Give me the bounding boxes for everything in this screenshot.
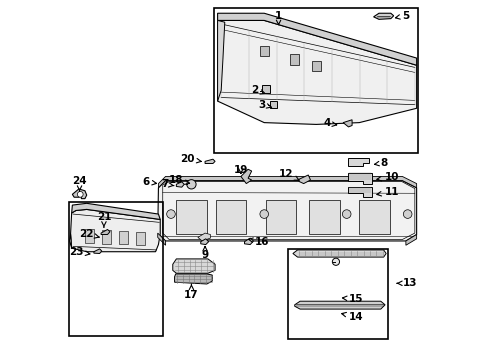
Bar bbox=[269, 101, 276, 108]
Bar bbox=[135, 233, 144, 245]
Bar bbox=[265, 200, 296, 234]
Text: 10: 10 bbox=[376, 172, 398, 182]
Polygon shape bbox=[72, 189, 86, 199]
Text: 9: 9 bbox=[201, 247, 208, 260]
Bar bbox=[359, 200, 389, 234]
Polygon shape bbox=[405, 234, 416, 245]
Polygon shape bbox=[174, 274, 212, 284]
Polygon shape bbox=[101, 229, 110, 234]
Polygon shape bbox=[217, 21, 224, 101]
Polygon shape bbox=[158, 233, 165, 245]
Polygon shape bbox=[204, 159, 215, 163]
Text: 7: 7 bbox=[161, 179, 174, 189]
Circle shape bbox=[342, 210, 350, 219]
Circle shape bbox=[166, 210, 175, 219]
Polygon shape bbox=[292, 250, 386, 257]
Polygon shape bbox=[348, 173, 371, 184]
Polygon shape bbox=[348, 187, 371, 197]
Polygon shape bbox=[72, 203, 160, 220]
Polygon shape bbox=[348, 158, 368, 166]
Text: 20: 20 bbox=[180, 154, 201, 164]
Bar bbox=[215, 200, 246, 234]
Bar bbox=[119, 231, 127, 244]
Circle shape bbox=[403, 210, 411, 219]
Text: 8: 8 bbox=[374, 158, 387, 168]
Bar bbox=[308, 200, 339, 234]
Bar bbox=[260, 45, 268, 56]
Text: 17: 17 bbox=[184, 284, 198, 300]
Text: 4: 4 bbox=[323, 118, 336, 128]
Circle shape bbox=[260, 210, 268, 219]
Bar bbox=[311, 60, 320, 71]
Circle shape bbox=[186, 180, 196, 189]
Text: 3: 3 bbox=[258, 100, 271, 110]
Polygon shape bbox=[201, 239, 208, 244]
Bar bbox=[290, 54, 298, 65]
Text: 6: 6 bbox=[142, 177, 156, 187]
Polygon shape bbox=[298, 175, 310, 184]
Polygon shape bbox=[176, 182, 184, 187]
Text: 24: 24 bbox=[72, 176, 87, 191]
Polygon shape bbox=[244, 238, 253, 244]
Text: 11: 11 bbox=[376, 187, 398, 197]
Bar bbox=[85, 229, 94, 243]
Polygon shape bbox=[70, 210, 160, 252]
Bar bbox=[214, 8, 418, 153]
Polygon shape bbox=[294, 301, 384, 309]
Text: 13: 13 bbox=[396, 278, 417, 288]
Polygon shape bbox=[241, 169, 251, 184]
Bar bbox=[176, 200, 206, 234]
Polygon shape bbox=[158, 181, 416, 241]
Text: 12: 12 bbox=[278, 168, 298, 180]
Text: 14: 14 bbox=[341, 312, 363, 322]
Polygon shape bbox=[217, 13, 416, 65]
Bar bbox=[287, 249, 387, 338]
Polygon shape bbox=[158, 176, 416, 188]
Bar bbox=[69, 202, 163, 336]
Text: 21: 21 bbox=[97, 212, 111, 227]
Text: 5: 5 bbox=[395, 11, 409, 21]
Polygon shape bbox=[217, 21, 416, 125]
Polygon shape bbox=[94, 249, 102, 253]
Polygon shape bbox=[172, 259, 215, 273]
Text: 16: 16 bbox=[248, 237, 269, 247]
Circle shape bbox=[332, 258, 339, 265]
Text: 2: 2 bbox=[250, 85, 264, 95]
Text: 18: 18 bbox=[169, 175, 189, 185]
Text: 19: 19 bbox=[233, 165, 247, 175]
Text: 1: 1 bbox=[274, 11, 282, 24]
Circle shape bbox=[77, 192, 83, 197]
Text: 15: 15 bbox=[342, 294, 363, 304]
Bar bbox=[102, 230, 111, 244]
Text: 23: 23 bbox=[68, 247, 90, 257]
Polygon shape bbox=[373, 13, 393, 19]
Polygon shape bbox=[198, 233, 210, 241]
Bar bbox=[261, 85, 269, 93]
Text: 22: 22 bbox=[79, 229, 99, 239]
Polygon shape bbox=[343, 120, 351, 127]
Polygon shape bbox=[69, 234, 72, 248]
